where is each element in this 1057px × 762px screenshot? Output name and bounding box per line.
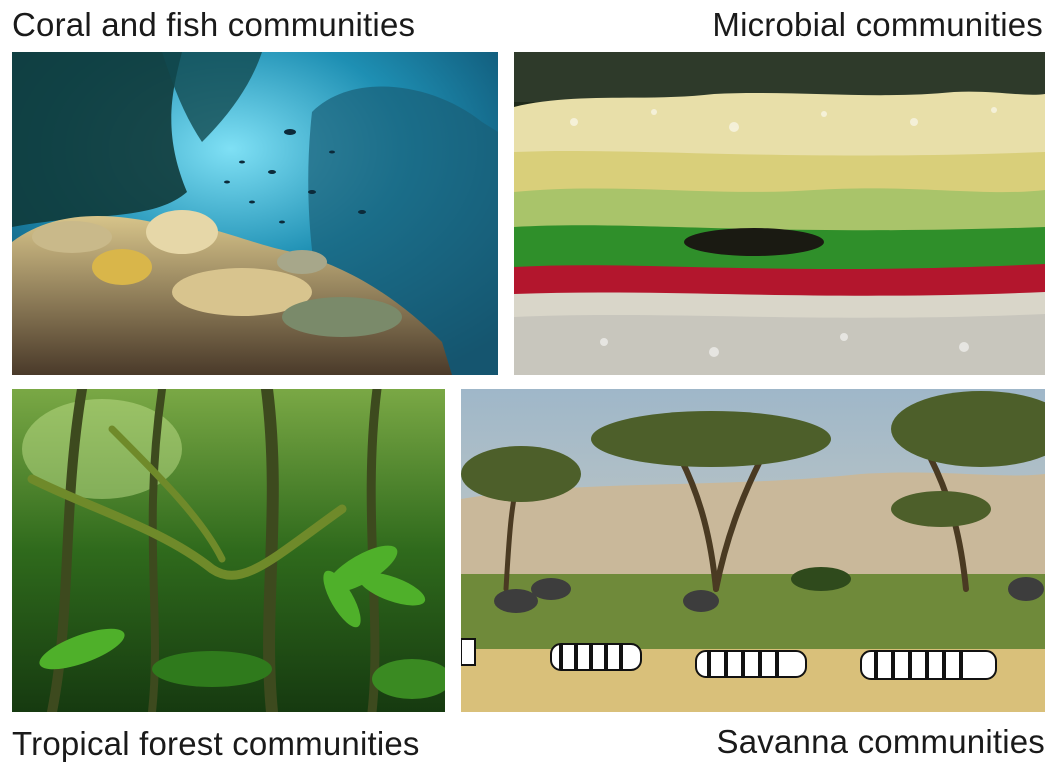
caption-tropical-forest: Tropical forest communities (12, 725, 420, 762)
caption-coral-fish: Coral and fish communities (12, 6, 416, 43)
caption-microbial: Microbial communities (712, 6, 1043, 43)
microbial-mat-photo (514, 52, 1045, 375)
savanna-photo (461, 389, 1045, 712)
caption-savanna: Savanna communities (716, 723, 1045, 760)
coral-reef-photo (12, 52, 498, 375)
tropical-forest-photo (12, 389, 445, 712)
